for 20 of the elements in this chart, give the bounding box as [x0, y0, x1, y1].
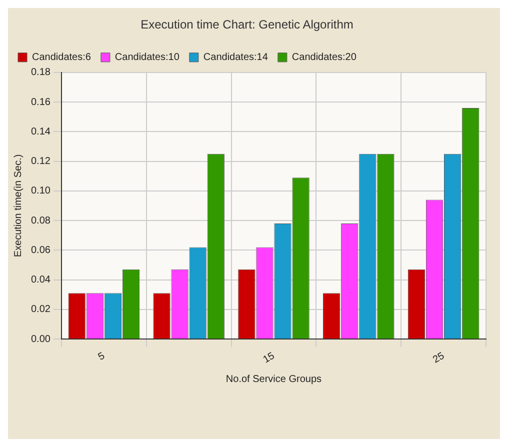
y-tick-label: 0.08 — [30, 215, 51, 226]
y-tick-label: 0.18 — [30, 67, 51, 78]
y-tick-label: 0.16 — [30, 96, 51, 108]
x-tick-label: 25 — [431, 350, 447, 366]
legend-label: Candidates:10 — [114, 52, 180, 64]
x-tick-label: 5 — [96, 350, 108, 364]
chart-title: Execution time Chart: Genetic Algorithm — [140, 18, 354, 32]
y-tick-label: 0.10 — [30, 186, 51, 197]
legend-label: Candidates:6 — [32, 52, 92, 64]
x-axis-title: No.of Service Groups — [226, 374, 322, 385]
y-tick-label: 0.00 — [30, 334, 51, 345]
legend-label: Candidates:14 — [203, 52, 268, 64]
y-tick-label: 0.02 — [30, 304, 51, 316]
y-axis-title: Execution time(in Sec.) — [12, 154, 24, 258]
y-tick-label: 0.06 — [30, 244, 51, 256]
legend-label: Candidates:20 — [292, 52, 357, 64]
y-tick-label: 0.12 — [30, 156, 51, 168]
y-tick-label: 0.04 — [30, 274, 51, 286]
y-tick-label: 0.14 — [30, 126, 51, 138]
x-tick-label: 15 — [261, 350, 277, 366]
